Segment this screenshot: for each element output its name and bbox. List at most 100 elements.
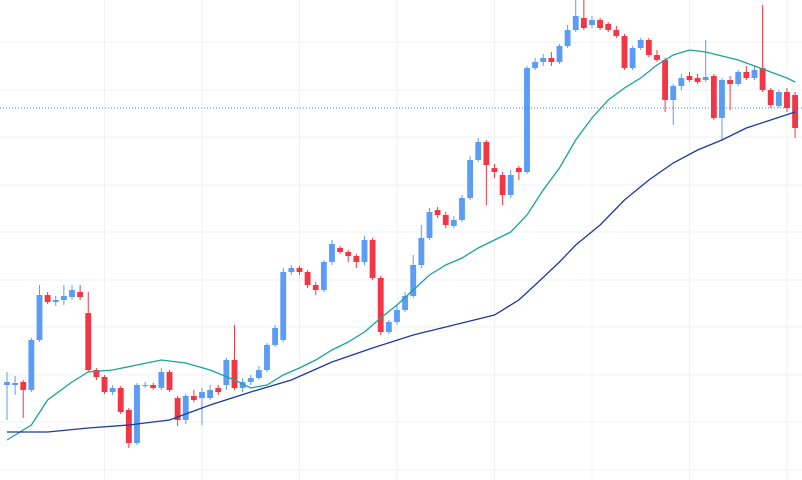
candle-body bbox=[272, 328, 279, 345]
candle-body bbox=[28, 340, 35, 390]
candle-body bbox=[784, 92, 790, 108]
candle-body bbox=[621, 36, 628, 68]
candle-body bbox=[117, 388, 124, 412]
candle-body bbox=[4, 382, 10, 385]
candle-body bbox=[589, 20, 595, 25]
candle-body bbox=[418, 238, 425, 265]
candle-body bbox=[751, 70, 758, 78]
candle-body bbox=[442, 215, 449, 225]
candle-body bbox=[207, 390, 214, 398]
candle-body bbox=[150, 385, 157, 388]
candle-body bbox=[109, 388, 116, 392]
candle-body bbox=[20, 382, 27, 390]
candle-body bbox=[597, 20, 604, 28]
candle-body bbox=[134, 385, 140, 443]
candle-body bbox=[515, 168, 522, 172]
candle-body bbox=[369, 240, 376, 278]
candle-body bbox=[710, 76, 717, 118]
candle-body bbox=[329, 244, 335, 262]
candle-body bbox=[645, 40, 652, 55]
candle-body bbox=[52, 300, 59, 302]
candle-body bbox=[264, 345, 270, 370]
candle-body bbox=[402, 296, 409, 310]
candle-body bbox=[255, 370, 262, 378]
candle-body bbox=[36, 295, 43, 340]
candle-body bbox=[613, 30, 620, 36]
candle-body bbox=[556, 46, 563, 62]
candle-body bbox=[507, 175, 514, 195]
candle-body bbox=[629, 48, 636, 68]
moving-average-line bbox=[6, 49, 796, 441]
candle-body bbox=[532, 62, 539, 68]
candle-body bbox=[670, 86, 677, 100]
candle-body bbox=[694, 78, 701, 82]
candle-body bbox=[69, 290, 75, 297]
candle-body bbox=[727, 80, 734, 84]
candle-body bbox=[678, 78, 685, 86]
candle-body bbox=[361, 240, 368, 262]
candle-body bbox=[223, 360, 230, 385]
candle-body bbox=[450, 220, 457, 226]
candle-body bbox=[572, 16, 579, 30]
candle-body bbox=[77, 292, 84, 297]
candle-body bbox=[312, 285, 319, 290]
candle-body bbox=[142, 385, 149, 386]
candle-body bbox=[467, 160, 474, 198]
candle-body bbox=[377, 278, 384, 332]
candle-body bbox=[475, 142, 482, 160]
candle-body bbox=[239, 382, 246, 388]
candle-body bbox=[499, 175, 506, 195]
candle-body bbox=[434, 210, 441, 215]
candle-body bbox=[166, 372, 173, 390]
candle-body bbox=[190, 396, 197, 400]
candle-body bbox=[231, 360, 238, 388]
candle-body bbox=[174, 398, 181, 420]
candle-body bbox=[215, 388, 222, 392]
candle-body bbox=[719, 80, 725, 118]
candle-body bbox=[60, 296, 67, 300]
candle-body bbox=[524, 68, 530, 172]
candle-body bbox=[410, 265, 417, 296]
candle-body bbox=[540, 58, 547, 62]
candle-body bbox=[199, 392, 205, 398]
candle-body bbox=[686, 76, 693, 80]
candle-body bbox=[93, 370, 100, 377]
candle-body bbox=[182, 396, 189, 420]
candle-body bbox=[637, 40, 644, 48]
candle-body bbox=[288, 268, 295, 272]
candle-body bbox=[735, 72, 742, 84]
candle-body bbox=[125, 410, 132, 443]
candle-body bbox=[775, 92, 782, 106]
candle-body bbox=[548, 58, 555, 62]
candle-body bbox=[605, 24, 612, 30]
moving-average-line bbox=[6, 111, 796, 433]
candle-body bbox=[101, 377, 108, 392]
candle-body bbox=[320, 262, 327, 290]
candle-body bbox=[662, 60, 669, 100]
candle-body bbox=[158, 372, 165, 388]
candle-body bbox=[337, 248, 344, 252]
candle-body bbox=[564, 30, 571, 46]
candle-body bbox=[44, 295, 51, 302]
candle-body bbox=[483, 142, 490, 165]
candle-body bbox=[702, 77, 709, 80]
candle-body bbox=[491, 168, 498, 172]
candle-body bbox=[792, 95, 799, 128]
candle-body bbox=[459, 198, 465, 220]
candle-body bbox=[394, 310, 400, 322]
candle-body bbox=[304, 272, 311, 285]
candle-body bbox=[12, 383, 19, 385]
candle-body bbox=[247, 378, 254, 382]
candle-body bbox=[345, 252, 352, 256]
candle-body bbox=[654, 55, 660, 60]
candle-body bbox=[743, 72, 750, 78]
candle-body bbox=[580, 18, 587, 28]
candle-body bbox=[759, 68, 766, 90]
candle-body bbox=[296, 268, 303, 272]
candle-body bbox=[767, 90, 774, 105]
candle-body bbox=[385, 322, 392, 332]
candle-body bbox=[280, 272, 287, 340]
candle-body bbox=[426, 212, 433, 238]
candle-body bbox=[353, 256, 360, 262]
